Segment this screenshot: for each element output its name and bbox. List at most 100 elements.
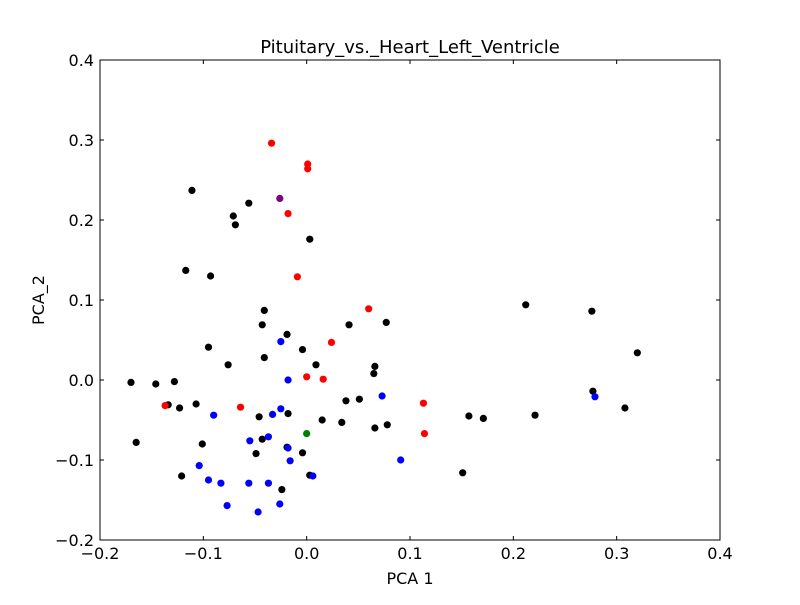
data-point [303, 373, 311, 381]
data-point [245, 479, 253, 487]
data-point [306, 235, 314, 243]
ticks-layer: −0.2 −0.1 0.0 0.1 0.2 0.3 0.4 −0.2 −0.1 0.0 0.1 0.2… [55, 51, 733, 563]
series-4 [303, 430, 311, 438]
data-point [355, 395, 363, 403]
data-point [588, 307, 596, 315]
data-point [252, 450, 260, 458]
data-point [277, 338, 285, 346]
data-point [531, 411, 539, 419]
y-tick-label: 0.0 [69, 371, 94, 390]
series-2 [161, 139, 429, 438]
data-point [371, 362, 379, 370]
x-tick-label: 0.0 [294, 544, 319, 563]
data-point [231, 221, 239, 229]
data-point [383, 421, 391, 429]
data-point [365, 305, 373, 313]
data-point [276, 500, 284, 508]
data-point [382, 318, 390, 326]
y-tick-label: 0.3 [69, 131, 94, 150]
data-point [338, 418, 346, 426]
data-point [260, 354, 268, 362]
y-tick-label: 0.4 [69, 51, 94, 70]
data-point [621, 404, 629, 412]
x-tick-label: −0.1 [184, 544, 223, 563]
data-point [161, 402, 169, 410]
data-point [204, 343, 213, 351]
data-point [127, 378, 135, 386]
chart-title: Pituitary_vs._Heart_Left_Ventricle [260, 37, 560, 58]
data-point [397, 456, 405, 464]
data-point [371, 424, 379, 432]
data-point [284, 376, 292, 384]
data-point [284, 444, 292, 452]
x-tick-label: 0.1 [397, 544, 422, 563]
data-point [217, 479, 225, 487]
data-point [327, 338, 336, 346]
data-point [175, 404, 184, 412]
data-point [224, 361, 232, 369]
data-point [522, 301, 530, 309]
data-point [268, 410, 277, 418]
data-point [195, 462, 203, 470]
data-point [152, 380, 160, 388]
data-point [298, 449, 307, 457]
data-point [278, 486, 286, 494]
data-point [284, 410, 292, 418]
series-5 [276, 194, 284, 202]
data-point [298, 346, 307, 354]
data-point [312, 361, 320, 369]
x-axis-label: PCA 1 [386, 569, 433, 588]
data-point [260, 306, 268, 314]
data-point [465, 412, 473, 420]
data-point [254, 508, 262, 516]
data-point [479, 414, 487, 422]
data-point [204, 476, 213, 484]
data-point [286, 457, 294, 465]
y-tick-label: 0.1 [69, 291, 94, 310]
x-tick-label: 0.4 [707, 544, 732, 563]
data-point [223, 502, 231, 510]
data-point [591, 393, 599, 401]
data-point [182, 266, 190, 274]
data-point [264, 479, 273, 487]
y-axis-label: PCA_2 [29, 275, 49, 325]
data-point [633, 349, 641, 357]
data-point [276, 194, 284, 202]
data-point [459, 469, 467, 477]
data-point [277, 405, 285, 413]
data-point [178, 472, 186, 480]
data-point [192, 400, 200, 408]
data-point [258, 435, 266, 443]
data-point [419, 399, 428, 407]
data-point [245, 199, 253, 207]
data-point [319, 375, 327, 383]
data-point [345, 321, 353, 329]
x-tick-label: 0.2 [501, 544, 526, 563]
data-point [236, 403, 245, 411]
data-point [378, 392, 386, 400]
data-point [188, 186, 196, 194]
y-tick-label: −0.2 [55, 531, 94, 550]
data-point [370, 370, 378, 378]
data-point [206, 272, 215, 280]
data-point [258, 321, 266, 329]
data-point [229, 212, 237, 220]
y-tick-label: −0.1 [55, 451, 94, 470]
data-point [318, 416, 326, 424]
data-point [264, 433, 273, 441]
data-point [198, 440, 206, 448]
data-point [589, 387, 597, 395]
points-layer [127, 139, 641, 516]
data-point [132, 438, 140, 446]
x-tick-label: −0.2 [81, 544, 120, 563]
data-point [342, 397, 350, 405]
y-tick-label: 0.2 [69, 211, 94, 230]
data-point [210, 411, 218, 419]
data-point [267, 139, 276, 147]
data-point [170, 378, 178, 386]
data-point [309, 472, 317, 480]
data-point [246, 437, 254, 445]
data-point [284, 210, 292, 218]
